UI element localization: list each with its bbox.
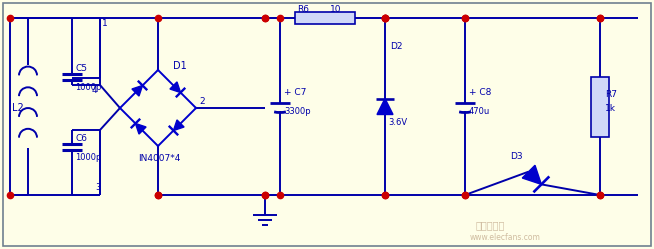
Polygon shape [377,99,393,115]
Text: + C7: + C7 [284,88,306,97]
Text: C5: C5 [75,63,87,72]
Bar [295,12,355,24]
Text: 电子发烧友: 电子发烧友 [475,220,505,230]
Text: 2: 2 [199,97,205,106]
Text: D2: D2 [390,42,402,51]
Text: 1: 1 [102,18,108,27]
Polygon shape [523,165,542,184]
Polygon shape [132,85,143,96]
Text: R6: R6 [297,4,309,13]
Text: 3300p: 3300p [284,107,311,116]
Text: L2: L2 [12,103,24,113]
Polygon shape [170,82,181,93]
Text: www.elecfans.com: www.elecfans.com [470,233,540,242]
Text: 10: 10 [330,4,341,13]
Text: 1000p: 1000p [75,82,101,91]
Text: C6: C6 [75,133,87,142]
Text: 3.6V: 3.6V [388,118,407,127]
Text: 1k: 1k [605,104,616,113]
Polygon shape [173,120,184,130]
Text: + C8: + C8 [469,88,491,97]
Bar [591,76,609,136]
Text: D3: D3 [510,151,523,161]
Text: IN4007*4: IN4007*4 [138,153,181,163]
Text: 470u: 470u [469,107,490,116]
Text: 1000p: 1000p [75,152,101,162]
Text: 3: 3 [95,183,101,191]
Text: 4: 4 [92,85,97,95]
Text: D1: D1 [173,61,187,71]
Polygon shape [135,124,146,134]
Text: R7: R7 [605,90,617,99]
